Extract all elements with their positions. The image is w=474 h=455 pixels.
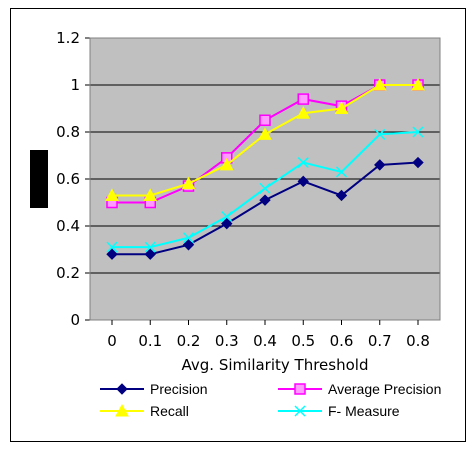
- y-tick-labels: 0 0.2 0.4 0.6 0.8 1 1.2: [56, 29, 80, 329]
- x-tick-label: 0.5: [291, 332, 315, 350]
- legend-item-average-precision: Average Precision: [278, 381, 441, 397]
- x-tick-label: 0.1: [138, 332, 162, 350]
- series-precision: [106, 156, 424, 260]
- y-tick-label: 0.2: [56, 264, 80, 282]
- data-point-f-measure: [335, 166, 348, 178]
- data-point-f-measure: [259, 182, 271, 194]
- data-point-f-measure: [221, 211, 233, 223]
- x-tick-label: 0.7: [368, 332, 392, 350]
- data-point-f-measure: [144, 241, 156, 253]
- data-point-recall: [334, 101, 349, 114]
- y-tick-label: 1: [70, 76, 80, 94]
- data-point-average-precision: [297, 93, 309, 105]
- legend: Precision Average Precision Recall F- Measu…: [100, 381, 441, 419]
- x-tick-label: 0.3: [215, 332, 239, 350]
- y-axis-title-redacted: [30, 150, 48, 208]
- legend-label: F- Measure: [328, 403, 400, 419]
- data-point-recall: [296, 106, 311, 119]
- legend-marker: [116, 383, 128, 395]
- legend-marker: [294, 383, 306, 395]
- y-tick-label: 0.8: [56, 123, 80, 141]
- x-tick-labels: 0 0.1 0.2 0.3 0.4 0.5 0.6 0.7 0.8: [107, 332, 430, 350]
- axes: [85, 37, 441, 325]
- data-point-precision: [412, 156, 424, 169]
- legend-label: Precision: [150, 381, 208, 397]
- legend-marker: [294, 405, 306, 417]
- legend-label: Recall: [150, 403, 189, 419]
- data-point-f-measure: [182, 232, 195, 244]
- x-axis-title: Avg. Similarity Threshold: [182, 356, 369, 374]
- data-point-f-measure: [412, 126, 424, 138]
- data-point-precision: [259, 194, 271, 206]
- data-point-f-measure: [106, 241, 118, 253]
- data-point-f-measure: [374, 128, 386, 140]
- data-point-recall: [372, 77, 387, 91]
- legend-item-f-measure: F- Measure: [278, 403, 400, 419]
- x-tick-label: 0.6: [330, 332, 354, 350]
- data-point-precision: [106, 248, 118, 260]
- data-point-recall: [219, 157, 234, 171]
- x-tick-label: 0.8: [406, 332, 430, 350]
- data-point-precision: [182, 239, 195, 251]
- y-tick-label: 0: [70, 311, 80, 329]
- legend-item-recall: Recall: [100, 403, 189, 419]
- y-tick-label: 0.6: [56, 170, 80, 188]
- data-point-precision: [374, 159, 386, 171]
- data-point-recall: [411, 77, 425, 91]
- data-point-recall: [143, 188, 158, 201]
- x-tick-label: 0: [107, 332, 117, 350]
- y-tick-label: 1.2: [56, 29, 80, 47]
- series-recall: [105, 77, 425, 201]
- data-point-average-precision: [259, 114, 271, 126]
- data-point-recall: [105, 188, 119, 201]
- y-tick-label: 0.4: [56, 217, 80, 235]
- x-tick-label: 0.4: [253, 332, 277, 350]
- data-point-precision: [144, 248, 156, 260]
- legend-marker: [115, 403, 129, 417]
- data-point-recall: [181, 176, 196, 190]
- x-tick-label: 0.2: [177, 332, 201, 350]
- data-point-f-measure: [297, 157, 309, 169]
- data-point-recall: [258, 127, 272, 140]
- data-point-precision: [221, 217, 233, 230]
- legend-label: Average Precision: [328, 381, 441, 397]
- data-point-precision: [335, 189, 348, 202]
- series-layer: [105, 77, 425, 260]
- data-point-precision: [297, 175, 309, 188]
- legend-item-precision: Precision: [100, 381, 208, 397]
- series-f-measure: [106, 126, 424, 253]
